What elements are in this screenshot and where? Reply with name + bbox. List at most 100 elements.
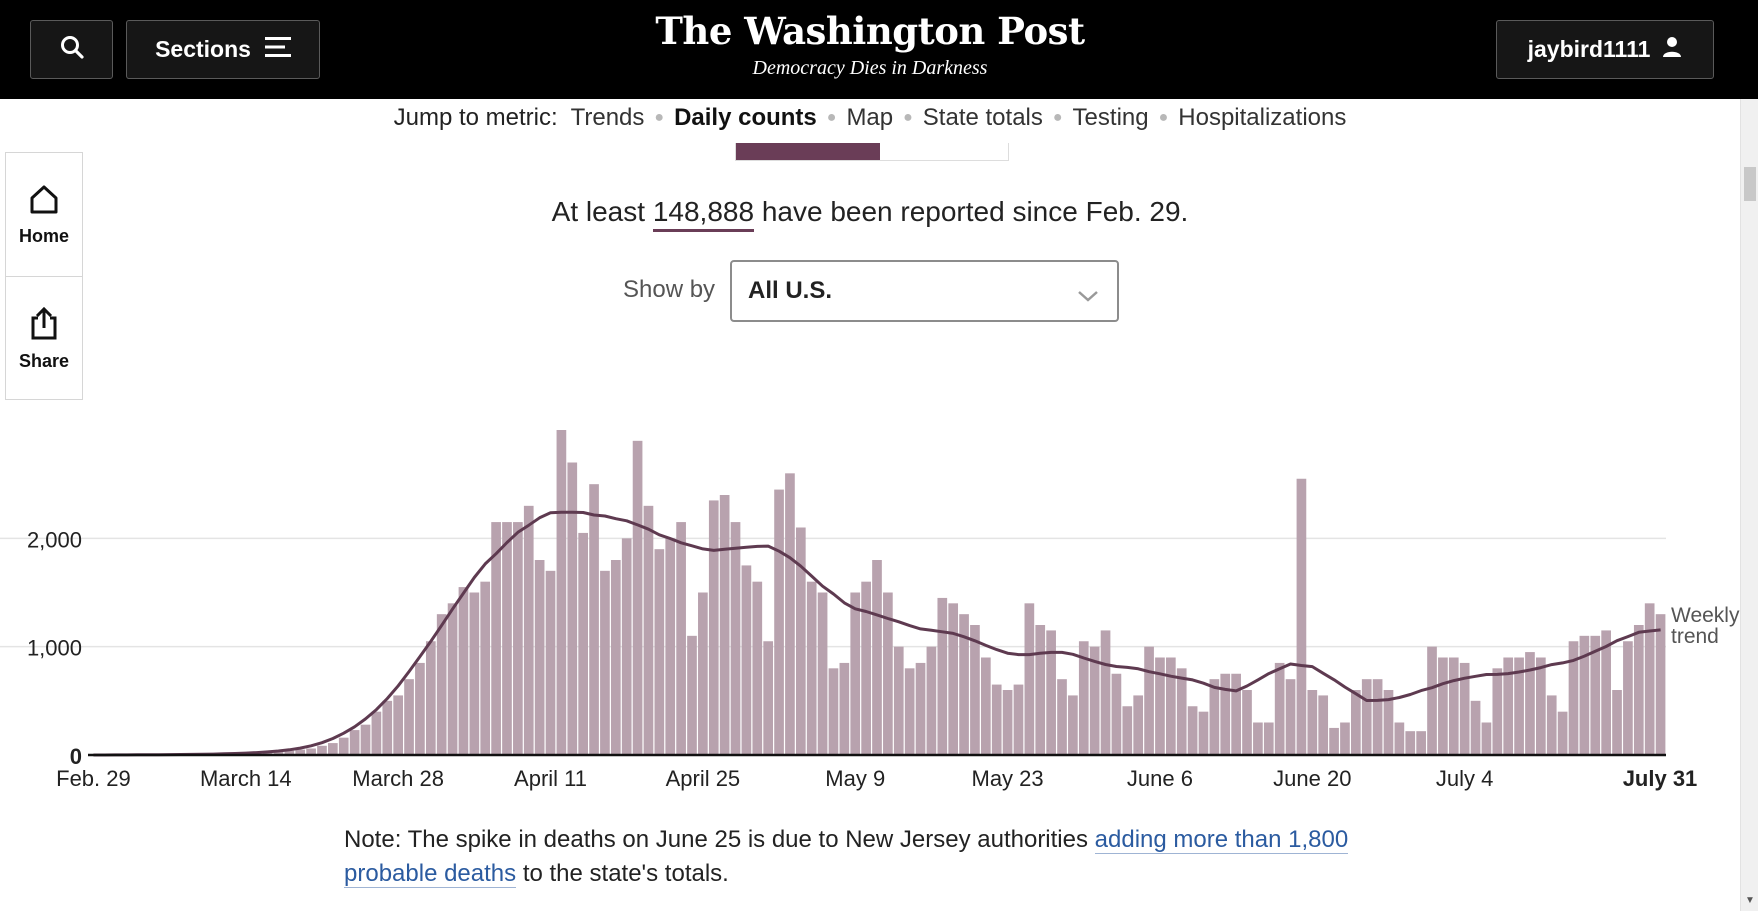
bar (850, 592, 861, 755)
bar (687, 635, 697, 755)
scrollbar-thumb[interactable] (1744, 167, 1756, 201)
bar (360, 724, 371, 755)
bar (1057, 679, 1067, 755)
bar (1372, 679, 1383, 755)
bar (610, 560, 621, 755)
sections-button[interactable]: Sections (126, 20, 320, 79)
chart-axis: 0 1,000 2,000 Feb. 29 March 14 March 28 April … (27, 527, 1697, 791)
bar (534, 560, 545, 755)
page-scrollbar[interactable]: ▼ (1740, 99, 1758, 911)
bar (915, 662, 926, 755)
bar (948, 603, 959, 755)
bar (1536, 657, 1546, 755)
jump-link-map[interactable]: Map (846, 104, 894, 131)
bar (1459, 662, 1470, 755)
bar (904, 668, 915, 755)
bar (1198, 711, 1209, 755)
bar (937, 597, 948, 755)
bar (1601, 630, 1611, 755)
x-tick-label: April 11 (514, 766, 587, 791)
bar (284, 750, 295, 755)
bar (338, 737, 349, 755)
x-tick-label: Feb. 29 (56, 766, 131, 791)
summary-suffix: have been reported since Feb. 29. (761, 196, 1189, 227)
trend-label-line: trend (1671, 625, 1719, 648)
bar (589, 484, 599, 755)
bar (719, 495, 730, 755)
bar (785, 473, 795, 755)
bar (1263, 722, 1274, 755)
bar (1546, 695, 1557, 755)
bar (436, 614, 447, 755)
region-select[interactable]: All U.S. (730, 260, 1119, 322)
jump-link-testing[interactable]: Testing (1072, 104, 1149, 131)
bar (1274, 662, 1285, 755)
bar (774, 489, 784, 755)
chart-note: Note: The spike in deaths on June 25 is … (344, 823, 1444, 891)
bar (1220, 673, 1231, 755)
bar (817, 592, 828, 755)
summary-headline: At least 148,888 have been reported sinc… (0, 196, 1740, 232)
metric-toggle-active-segment[interactable] (736, 143, 880, 160)
bar (708, 500, 719, 755)
y-tick-label: 2,000 (27, 527, 82, 552)
metric-toggle[interactable] (735, 143, 1009, 161)
bar (1253, 722, 1263, 755)
bar (1514, 657, 1524, 755)
x-tick-label: April 25 (666, 766, 741, 791)
x-tick-label: May 23 (972, 766, 1044, 791)
sections-label: Sections (155, 36, 251, 62)
jump-link-daily-counts[interactable]: Daily counts (674, 104, 817, 131)
bar (1068, 695, 1078, 755)
bar (1307, 690, 1318, 755)
home-button[interactable]: Home (6, 153, 82, 277)
user-icon (1662, 36, 1682, 64)
bar (382, 700, 393, 755)
bar (1427, 646, 1437, 755)
bar (1155, 657, 1165, 755)
search-button[interactable] (30, 20, 113, 79)
left-rail: Home Share (5, 152, 83, 400)
summary-prefix: At least (551, 196, 646, 227)
bar (861, 581, 871, 755)
menu-icon (264, 36, 291, 64)
bar (1612, 690, 1622, 755)
masthead[interactable]: The Washington Post Democracy Dies in Da… (640, 8, 1100, 80)
bar (425, 641, 436, 755)
daily-deaths-chart: Weekly trend 0 1,000 2,000 Feb. 29 March 14 Ma… (0, 430, 1740, 791)
bar (654, 549, 665, 755)
x-tick-label: July 4 (1436, 766, 1493, 791)
bar (839, 662, 850, 755)
chart-gridlines (0, 537, 1666, 648)
share-button[interactable]: Share (6, 277, 82, 400)
bar (371, 711, 382, 755)
nav-separator: ● (1052, 109, 1063, 126)
bar (415, 662, 425, 755)
bar (698, 592, 708, 755)
region-select-value: All U.S. (748, 277, 833, 304)
bar (513, 522, 523, 755)
bar (806, 581, 817, 755)
bar (469, 592, 480, 755)
jump-link-trends[interactable]: Trends (570, 104, 645, 131)
bar (632, 440, 643, 755)
bar (295, 749, 306, 755)
show-by-label: Show by (623, 276, 716, 303)
jump-link-hospitalizations[interactable]: Hospitalizations (1178, 104, 1347, 131)
bar (1285, 679, 1296, 755)
bar (1481, 722, 1492, 755)
trend-label-line: Weekly (1671, 604, 1740, 627)
note-link[interactable]: adding more than 1,800 probable deaths (344, 826, 1349, 888)
bar (262, 752, 273, 755)
site-logo[interactable]: The Washington Post (655, 9, 1085, 53)
account-button[interactable]: jaybird1111 (1496, 20, 1714, 79)
note-suffix: to the state's totals. (522, 860, 729, 887)
bar (980, 657, 991, 755)
bar (523, 505, 534, 755)
jump-link-state-totals[interactable]: State totals (922, 104, 1043, 131)
jump-nav-label: Jump to metric: (393, 104, 558, 131)
search-icon (59, 34, 85, 65)
scroll-down-icon[interactable]: ▼ (1745, 895, 1755, 906)
bar (306, 748, 316, 755)
y-tick-label: 0 (70, 744, 82, 769)
